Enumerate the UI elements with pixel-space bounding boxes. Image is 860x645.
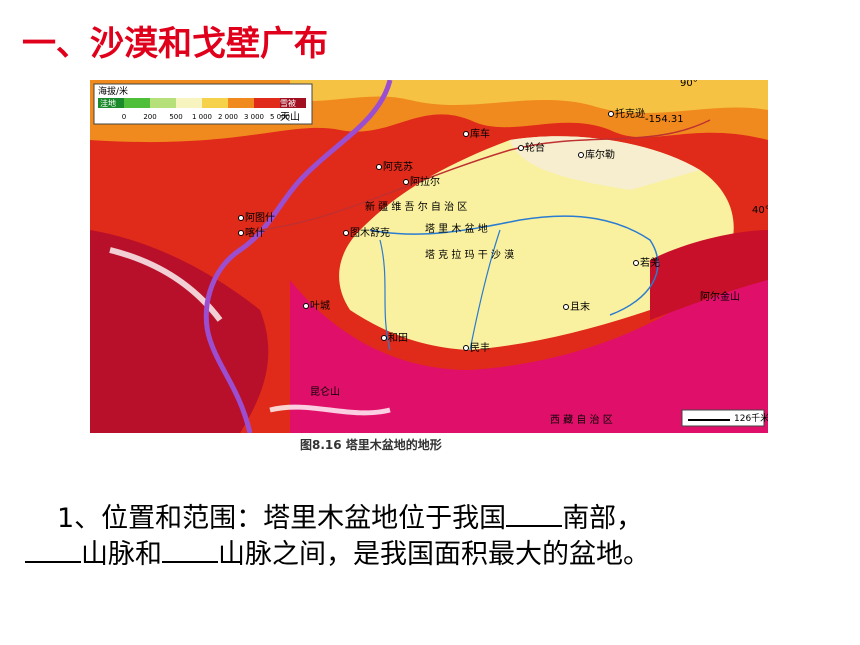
city-marker [518, 145, 524, 151]
legend-label: 洼地 [100, 98, 116, 108]
terrain-map: 海拔/米洼地 雪被 0 200 500 1 000 2 000 3 000 5 000 126千… [90, 80, 768, 433]
legend-level: 2 000 [218, 113, 238, 121]
city-marker [463, 345, 469, 351]
text: 山脉和 [81, 539, 162, 570]
city-marker [463, 131, 469, 137]
region-label: 塔 里 木 盆 地 [425, 222, 488, 235]
text: 1、位置和范围：塔里木盆地位于我国 [57, 503, 507, 534]
scale-bar: 126千米 [681, 409, 768, 427]
legend-level: 200 [143, 113, 156, 121]
city-marker [403, 179, 409, 185]
city-marker [381, 335, 387, 341]
city-label: 库尔勒 [585, 148, 615, 161]
region-label: 昆仑山 [310, 385, 340, 398]
legend-swatch [202, 98, 228, 108]
city-label: 库车 [470, 127, 490, 140]
text: 山脉之间，是我国面积最大的盆地。 [218, 539, 650, 570]
region-label: 90° [680, 80, 698, 89]
city-marker [633, 260, 639, 266]
text: 南部， [562, 503, 644, 534]
city-marker [563, 304, 569, 310]
legend-level: 0 [122, 113, 126, 121]
city-marker [343, 230, 349, 236]
blank [25, 539, 81, 563]
city-marker [238, 230, 244, 236]
region-label: 40° [752, 205, 768, 216]
city-marker [578, 152, 584, 158]
legend-level: 1 000 [192, 113, 212, 121]
region-label: -154.31 [645, 114, 684, 125]
legend-title: 海拔/米 [98, 85, 128, 97]
body-line: 1、位置和范围：塔里木盆地位于我国 南部， [57, 496, 643, 535]
city-label: 阿拉尔 [410, 175, 440, 188]
city-marker [238, 215, 244, 221]
legend-swatch [176, 98, 202, 108]
region-label: 塔 克 拉 玛 干 沙 漠 [425, 248, 514, 261]
legend-label: 雪被 [280, 98, 296, 108]
blank [162, 539, 218, 563]
legend-level: 500 [169, 113, 182, 121]
legend-level: 3 000 [244, 113, 264, 121]
region-label: 新 疆 维 吾 尔 自 治 区 [365, 200, 467, 213]
city-label: 喀什 [245, 226, 265, 239]
map-caption: 图8.16 塔里木盆地的地形 [300, 438, 442, 452]
city-label: 若羌 [640, 256, 660, 269]
city-label: 且末 [570, 300, 590, 313]
scale-label: 126千米 [734, 412, 768, 424]
legend-level: 5 000 [270, 113, 290, 121]
legend-swatch [124, 98, 150, 108]
legend-swatch [98, 98, 124, 108]
legend-swatch [150, 98, 176, 108]
city-label: 和田 [388, 332, 408, 344]
legend-swatch [280, 98, 306, 108]
city-label: 阿图什 [245, 212, 275, 224]
city-label: 图木舒克 [350, 226, 390, 239]
city-label: 托克逊 [615, 107, 645, 120]
blank [506, 503, 563, 527]
region-label: 天山 [280, 111, 300, 123]
city-marker [376, 164, 382, 170]
city-label: 叶城 [310, 300, 330, 312]
city-label: 轮台 [525, 141, 545, 154]
region-label: 西 藏 自 治 区 [550, 413, 613, 426]
legend-swatch [228, 98, 254, 108]
legend-swatch [254, 98, 280, 108]
slide-title: 一、沙漠和戈壁广布 [22, 24, 328, 64]
region-label: 阿尔金山 [700, 290, 740, 303]
city-marker [608, 111, 614, 117]
city-label: 民丰 [470, 341, 490, 354]
body-line: 山脉和 山脉之间，是我国面积最大的盆地。 [25, 532, 650, 571]
city-label: 阿克苏 [383, 160, 413, 173]
city-marker [303, 303, 309, 309]
legend: 海拔/米洼地 雪被 0 200 500 1 000 2 000 3 000 5 000 [93, 83, 313, 125]
